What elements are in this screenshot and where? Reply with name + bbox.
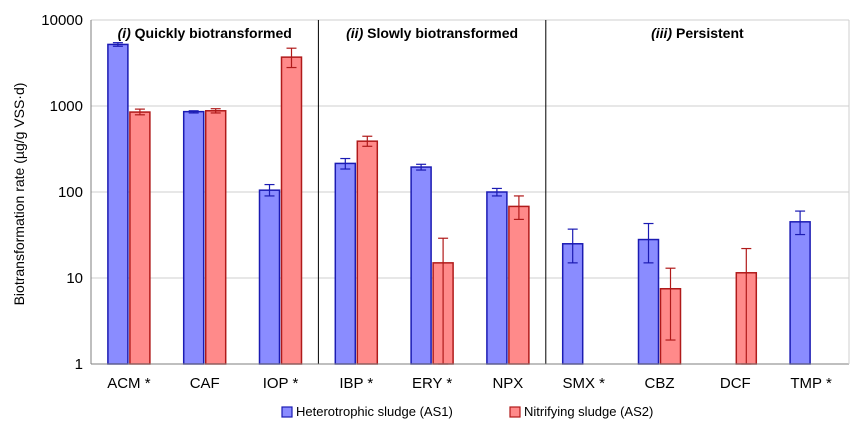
bar: [280, 56, 303, 365]
group-separators: [317, 20, 547, 364]
bar: [789, 221, 811, 365]
x-tick-label: TMP *: [790, 375, 832, 392]
y-axis-label: Biotransformation rate (µg/g VSS·d): [11, 83, 27, 306]
group-title: Slowly biotransformed: [367, 25, 518, 41]
bar: [356, 140, 379, 365]
grid-lines: [91, 19, 849, 365]
x-tick-label: CBZ: [645, 375, 675, 392]
group-label: (ii) Slowly biotransformed: [346, 25, 518, 41]
x-tick-label: DCF: [720, 375, 751, 392]
y-tick-label: 10000: [41, 12, 83, 29]
error-bars: [112, 42, 806, 365]
group-labels: (i) Quickly biotransformed (ii) Slowly bi…: [118, 25, 744, 41]
bar: [258, 189, 281, 365]
x-tick-label: ERY *: [412, 375, 452, 392]
bar: [334, 162, 357, 365]
y-tick-label: 1000: [50, 98, 83, 115]
legend-label: Heterotrophic sludge (AS1): [296, 404, 453, 419]
bar: [129, 111, 151, 365]
group-title: Quickly biotransformed: [135, 25, 292, 41]
x-tick-label: IOP *: [263, 375, 299, 392]
bar: [410, 166, 432, 365]
bar: [486, 191, 508, 365]
legend-label: Nitrifying sludge (AS2): [524, 404, 653, 419]
bars: [107, 43, 811, 365]
tick-labels: 1 10 100 1000 10000 ACM * CAF IOP * IBP * ERY * NP…: [41, 12, 832, 392]
x-tick-label: IBP *: [339, 375, 373, 392]
group-roman: (i): [118, 25, 132, 41]
group-roman: (ii): [346, 25, 363, 41]
axes: [90, 20, 850, 365]
bar: [182, 110, 205, 365]
group-label: (i) Quickly biotransformed: [118, 25, 292, 41]
x-tick-label: SMX *: [562, 375, 605, 392]
bar: [508, 205, 530, 365]
y-tick-label: 1: [75, 356, 83, 373]
group-label: (iii) Persistent: [651, 25, 744, 41]
group-roman: (iii): [651, 25, 672, 41]
legend-swatch: [281, 406, 293, 418]
group-title: Persistent: [676, 25, 744, 41]
legend-swatch: [509, 406, 521, 418]
bar: [204, 110, 227, 365]
x-tick-label: ACM *: [107, 375, 151, 392]
bar: [107, 43, 129, 365]
y-tick-label: 100: [58, 184, 83, 201]
legend: Heterotrophic sludge (AS1) Nitrifying slu…: [281, 404, 653, 419]
y-tick-label: 10: [66, 270, 83, 287]
x-tick-label: CAF: [190, 375, 220, 392]
x-tick-label: NPX: [492, 375, 523, 392]
